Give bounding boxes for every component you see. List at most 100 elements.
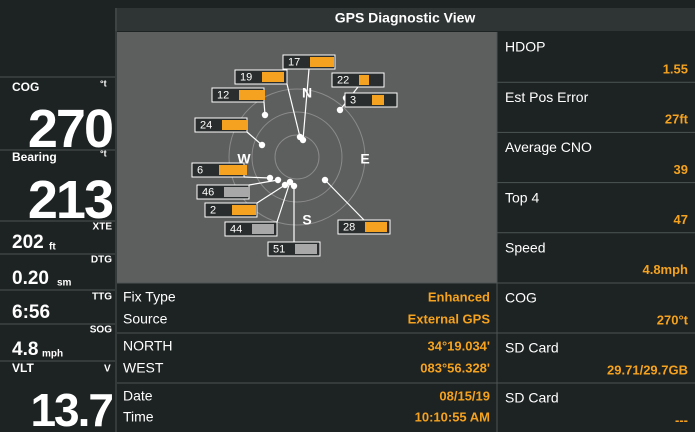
satellite-link	[246, 131, 263, 146]
field-value: 34°19.034'	[427, 338, 490, 353]
value: 6:56	[12, 302, 50, 323]
unit: °t	[100, 78, 107, 88]
field-value: External GPS	[408, 311, 491, 326]
field-value: 08/15/19	[439, 388, 490, 403]
field-label: SD Card	[505, 340, 559, 356]
label: Bearing	[12, 150, 57, 164]
sky-background	[117, 32, 497, 283]
value: 202	[12, 232, 44, 253]
satellite-box	[331, 72, 385, 88]
satellite-dot	[336, 106, 344, 114]
signal-bar	[262, 72, 284, 82]
satellite-id: 17	[288, 56, 300, 68]
satellite-link	[286, 83, 301, 138]
field-value: 1.55	[663, 61, 688, 76]
signal-bar	[310, 57, 334, 67]
signal-bar	[219, 165, 247, 175]
unit: V	[104, 364, 111, 375]
field-value: 270°t	[657, 312, 689, 327]
value: 4.8	[12, 339, 38, 360]
field-label: Fix Type	[123, 289, 176, 305]
satellite-id: 12	[217, 89, 229, 101]
satellite-dot	[290, 182, 298, 190]
label: COG	[12, 80, 39, 94]
field-value: 39	[674, 162, 688, 177]
signal-bar	[295, 244, 317, 254]
signal-bar	[359, 75, 369, 85]
field-label: Date	[123, 388, 153, 404]
signal-bar	[232, 205, 256, 215]
value: 213	[28, 170, 113, 230]
left-panel: COG °t 270 Bearing °t 213 XTE 202 ft DTG…	[0, 76, 115, 432]
field-label: NORTH	[123, 338, 173, 354]
title: GPS Diagnostic View	[335, 10, 476, 26]
field-value: 083°56.328'	[420, 360, 490, 375]
satellite-link	[243, 176, 271, 179]
satellite-id: 28	[343, 221, 355, 233]
ring	[228, 88, 366, 226]
unit: sm	[57, 278, 72, 289]
field-label: Source	[123, 311, 168, 327]
satellite-dot	[261, 111, 269, 119]
field-label: WEST	[123, 360, 164, 376]
field-value: 4.8mph	[642, 262, 688, 277]
value: 270	[28, 99, 112, 159]
field-value: ---	[675, 412, 688, 427]
field-value: 10:10:55 AM	[415, 409, 490, 424]
satellite-dot	[266, 174, 274, 182]
satellite-id: 2	[210, 204, 216, 216]
field-value: 47	[674, 212, 688, 227]
satellite-id: 44	[230, 223, 242, 235]
signal-bar	[224, 187, 250, 197]
field-value: 27ft	[665, 112, 689, 127]
field-label: Top 4	[505, 189, 539, 205]
satellite-id: 24	[200, 119, 212, 131]
field-label: Speed	[505, 240, 545, 256]
satellite-link	[276, 181, 291, 223]
field-label: Time	[123, 409, 154, 425]
satellite-id: 51	[273, 243, 285, 255]
field-label: HDOP	[505, 39, 545, 55]
compass-label: E	[360, 151, 369, 167]
ring	[251, 111, 343, 203]
compass-label: S	[302, 212, 311, 228]
satellite-dot	[321, 176, 329, 184]
value: 0.20	[12, 268, 49, 289]
satellite-dot	[258, 141, 266, 149]
signal-bar	[239, 90, 265, 100]
label: TTG	[92, 292, 112, 303]
label: DTG	[91, 255, 112, 266]
signal-bar	[365, 222, 387, 232]
unit: ft	[49, 242, 56, 253]
satellite-id: 46	[202, 186, 214, 198]
label: SOG	[90, 325, 112, 336]
status-panel	[115, 8, 695, 432]
satellite-id: 22	[337, 74, 349, 86]
satellite-dot	[281, 181, 289, 189]
satellite-link	[324, 179, 365, 221]
field-label: Average CNO	[505, 139, 592, 155]
satellite-link	[256, 184, 286, 204]
field-value: 29.71/29.7GB	[607, 362, 688, 377]
unit: mph	[42, 349, 63, 360]
label: XTE	[93, 222, 113, 233]
unit: °t	[100, 148, 107, 158]
field-label: Est Pos Error	[505, 89, 589, 105]
field-label: COG	[505, 290, 537, 306]
label: VLT	[12, 361, 34, 375]
satellite-dot	[274, 176, 282, 184]
satellite-id: 6	[197, 164, 203, 176]
title-bar	[115, 8, 695, 31]
satellite-dot	[296, 133, 304, 141]
value: 13.7	[30, 384, 112, 432]
ring	[274, 134, 320, 180]
satellite-id: 19	[240, 71, 252, 83]
satellite-link	[248, 179, 279, 186]
signal-bar	[222, 120, 248, 130]
signal-bar	[252, 224, 274, 234]
satellite-dot	[286, 178, 294, 186]
satellite-id: 3	[350, 94, 356, 106]
signal-bar	[372, 95, 384, 105]
